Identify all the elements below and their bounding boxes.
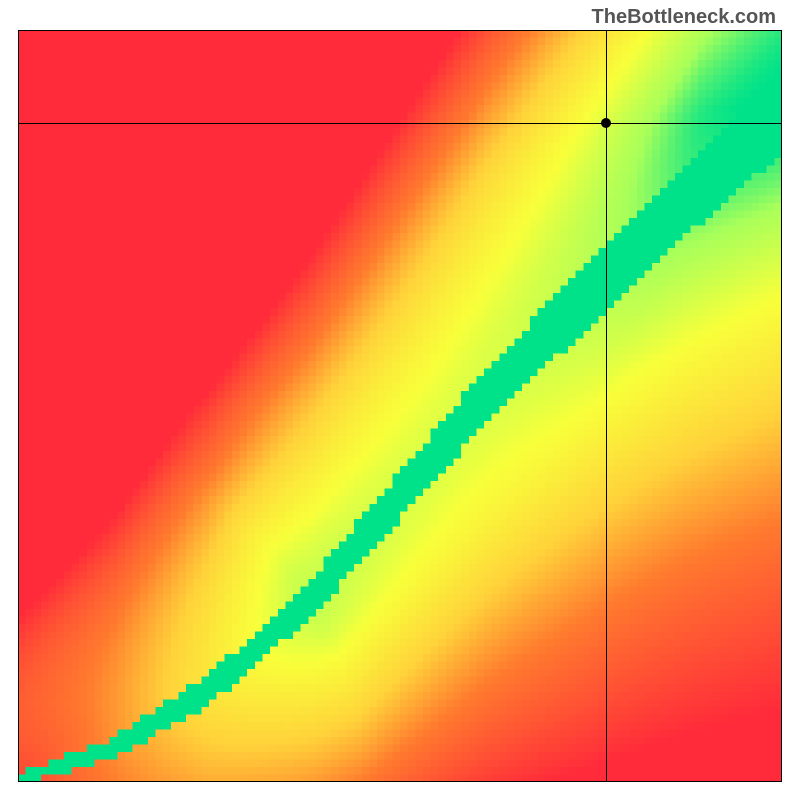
crosshair-vertical: [606, 30, 607, 782]
heatmap-chart: [18, 30, 782, 782]
heatmap-canvas-wrap: [18, 30, 782, 782]
heatmap-canvas: [18, 30, 782, 782]
crosshair-marker: [601, 118, 611, 128]
watermark-text: TheBottleneck.com: [592, 6, 776, 29]
crosshair-horizontal: [18, 123, 782, 124]
